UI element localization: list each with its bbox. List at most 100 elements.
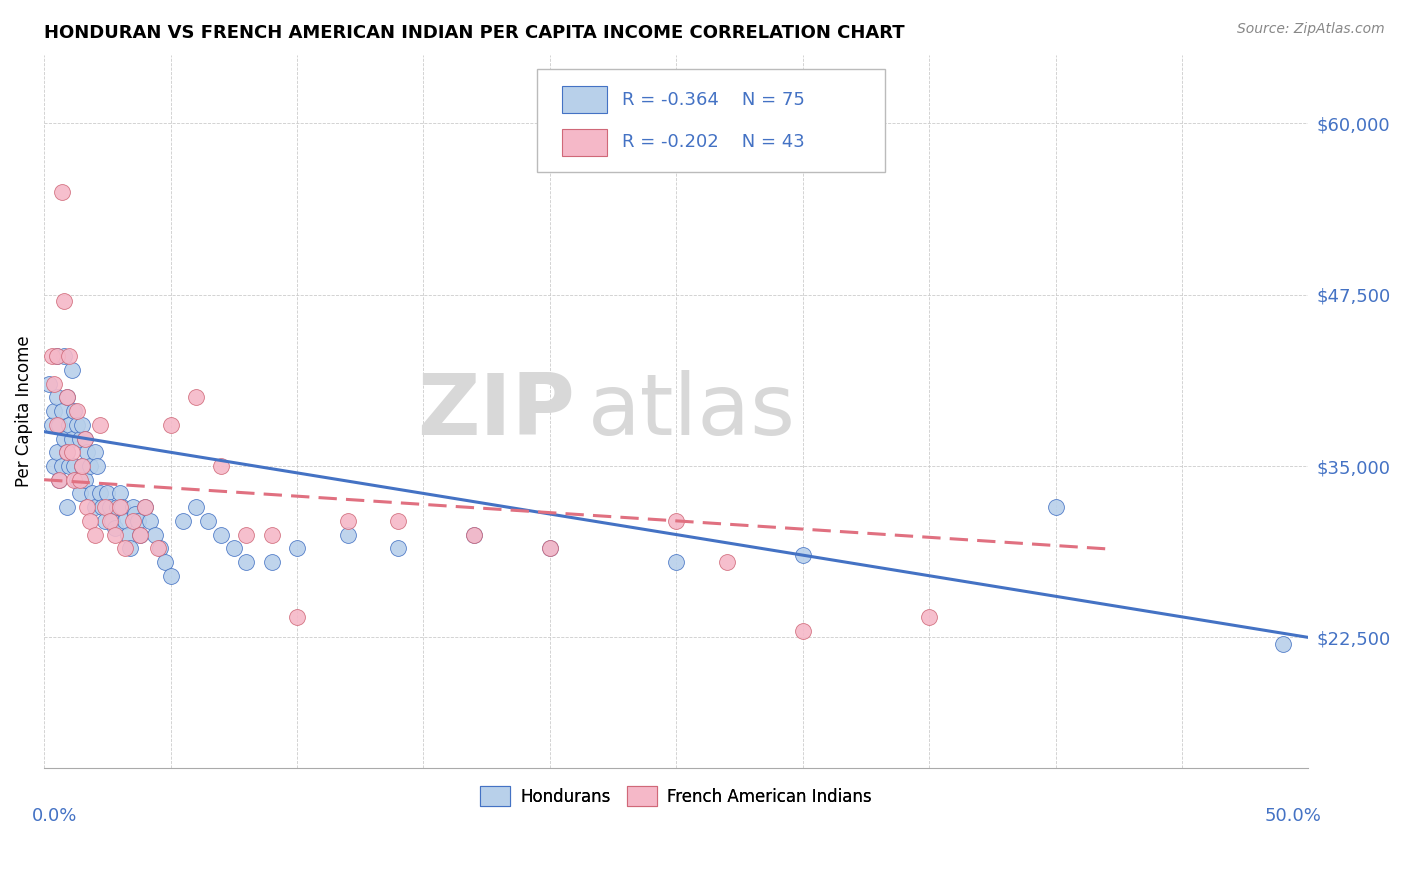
Point xyxy=(387,514,409,528)
Point xyxy=(235,555,257,569)
Point xyxy=(51,185,73,199)
Point xyxy=(51,404,73,418)
Point xyxy=(117,527,139,541)
Point xyxy=(1045,500,1067,515)
Point xyxy=(127,514,149,528)
Point xyxy=(104,527,127,541)
Text: 50.0%: 50.0% xyxy=(1264,807,1322,825)
Point xyxy=(56,391,79,405)
Point xyxy=(111,500,134,515)
Point xyxy=(98,514,121,528)
Text: HONDURAN VS FRENCH AMERICAN INDIAN PER CAPITA INCOME CORRELATION CHART: HONDURAN VS FRENCH AMERICAN INDIAN PER C… xyxy=(44,24,904,42)
Point xyxy=(89,486,111,500)
Point xyxy=(70,458,93,473)
Point xyxy=(38,376,60,391)
Point xyxy=(60,432,83,446)
Point xyxy=(76,445,98,459)
Point xyxy=(184,391,207,405)
Point xyxy=(114,541,136,556)
Point xyxy=(260,527,283,541)
Point xyxy=(104,521,127,535)
Point xyxy=(76,500,98,515)
Point xyxy=(155,555,177,569)
Text: 0.0%: 0.0% xyxy=(31,807,77,825)
Point xyxy=(45,349,67,363)
Point xyxy=(101,514,124,528)
Point xyxy=(918,610,941,624)
Point xyxy=(53,432,76,446)
Point xyxy=(45,349,67,363)
Point xyxy=(665,514,688,528)
Point xyxy=(58,417,80,432)
Point xyxy=(114,514,136,528)
Point xyxy=(41,349,63,363)
Point xyxy=(89,417,111,432)
Point xyxy=(235,527,257,541)
Point xyxy=(41,417,63,432)
Point xyxy=(45,391,67,405)
Point xyxy=(222,541,245,556)
Point xyxy=(44,404,66,418)
Point xyxy=(792,548,814,562)
Point xyxy=(463,527,485,541)
Point xyxy=(69,473,91,487)
Point xyxy=(48,417,70,432)
Point xyxy=(56,445,79,459)
Point xyxy=(94,514,117,528)
Bar xyxy=(562,128,607,156)
Point xyxy=(149,541,172,556)
Point xyxy=(56,445,79,459)
Point xyxy=(134,500,156,515)
Legend: Hondurans, French American Indians: Hondurans, French American Indians xyxy=(474,780,879,813)
Point xyxy=(56,500,79,515)
Point xyxy=(285,541,308,556)
Text: ZIP: ZIP xyxy=(418,369,575,452)
Point xyxy=(58,458,80,473)
Point xyxy=(197,514,219,528)
Point xyxy=(209,458,232,473)
Point xyxy=(73,432,96,446)
Point xyxy=(83,445,105,459)
Y-axis label: Per Capita Income: Per Capita Income xyxy=(15,335,32,487)
Point xyxy=(63,458,86,473)
Point xyxy=(1272,637,1295,651)
Point xyxy=(48,473,70,487)
Point xyxy=(107,500,129,515)
Point xyxy=(209,527,232,541)
Point xyxy=(86,458,108,473)
Point xyxy=(121,500,143,515)
Point xyxy=(146,541,169,556)
Point xyxy=(66,417,89,432)
Point xyxy=(145,527,167,541)
Point xyxy=(134,500,156,515)
Point xyxy=(48,473,70,487)
Bar xyxy=(562,86,607,113)
Text: R = -0.364    N = 75: R = -0.364 N = 75 xyxy=(621,90,804,109)
Point xyxy=(463,527,485,541)
Point xyxy=(70,417,93,432)
Point xyxy=(139,514,162,528)
Point xyxy=(336,527,359,541)
Point xyxy=(172,514,194,528)
Point xyxy=(82,486,104,500)
Point xyxy=(124,507,146,521)
Point xyxy=(73,432,96,446)
Point xyxy=(83,527,105,541)
Text: R = -0.202    N = 43: R = -0.202 N = 43 xyxy=(621,133,804,152)
Point xyxy=(79,458,101,473)
Point xyxy=(45,445,67,459)
Point xyxy=(129,527,152,541)
Point xyxy=(79,514,101,528)
Point xyxy=(53,349,76,363)
Point xyxy=(98,500,121,515)
Text: Source: ZipAtlas.com: Source: ZipAtlas.com xyxy=(1237,22,1385,37)
Point xyxy=(73,473,96,487)
Point xyxy=(159,417,181,432)
Point xyxy=(285,610,308,624)
Point xyxy=(44,376,66,391)
Point xyxy=(159,568,181,582)
Point xyxy=(538,541,561,556)
Point xyxy=(96,486,118,500)
Point xyxy=(538,541,561,556)
Point xyxy=(91,500,114,515)
